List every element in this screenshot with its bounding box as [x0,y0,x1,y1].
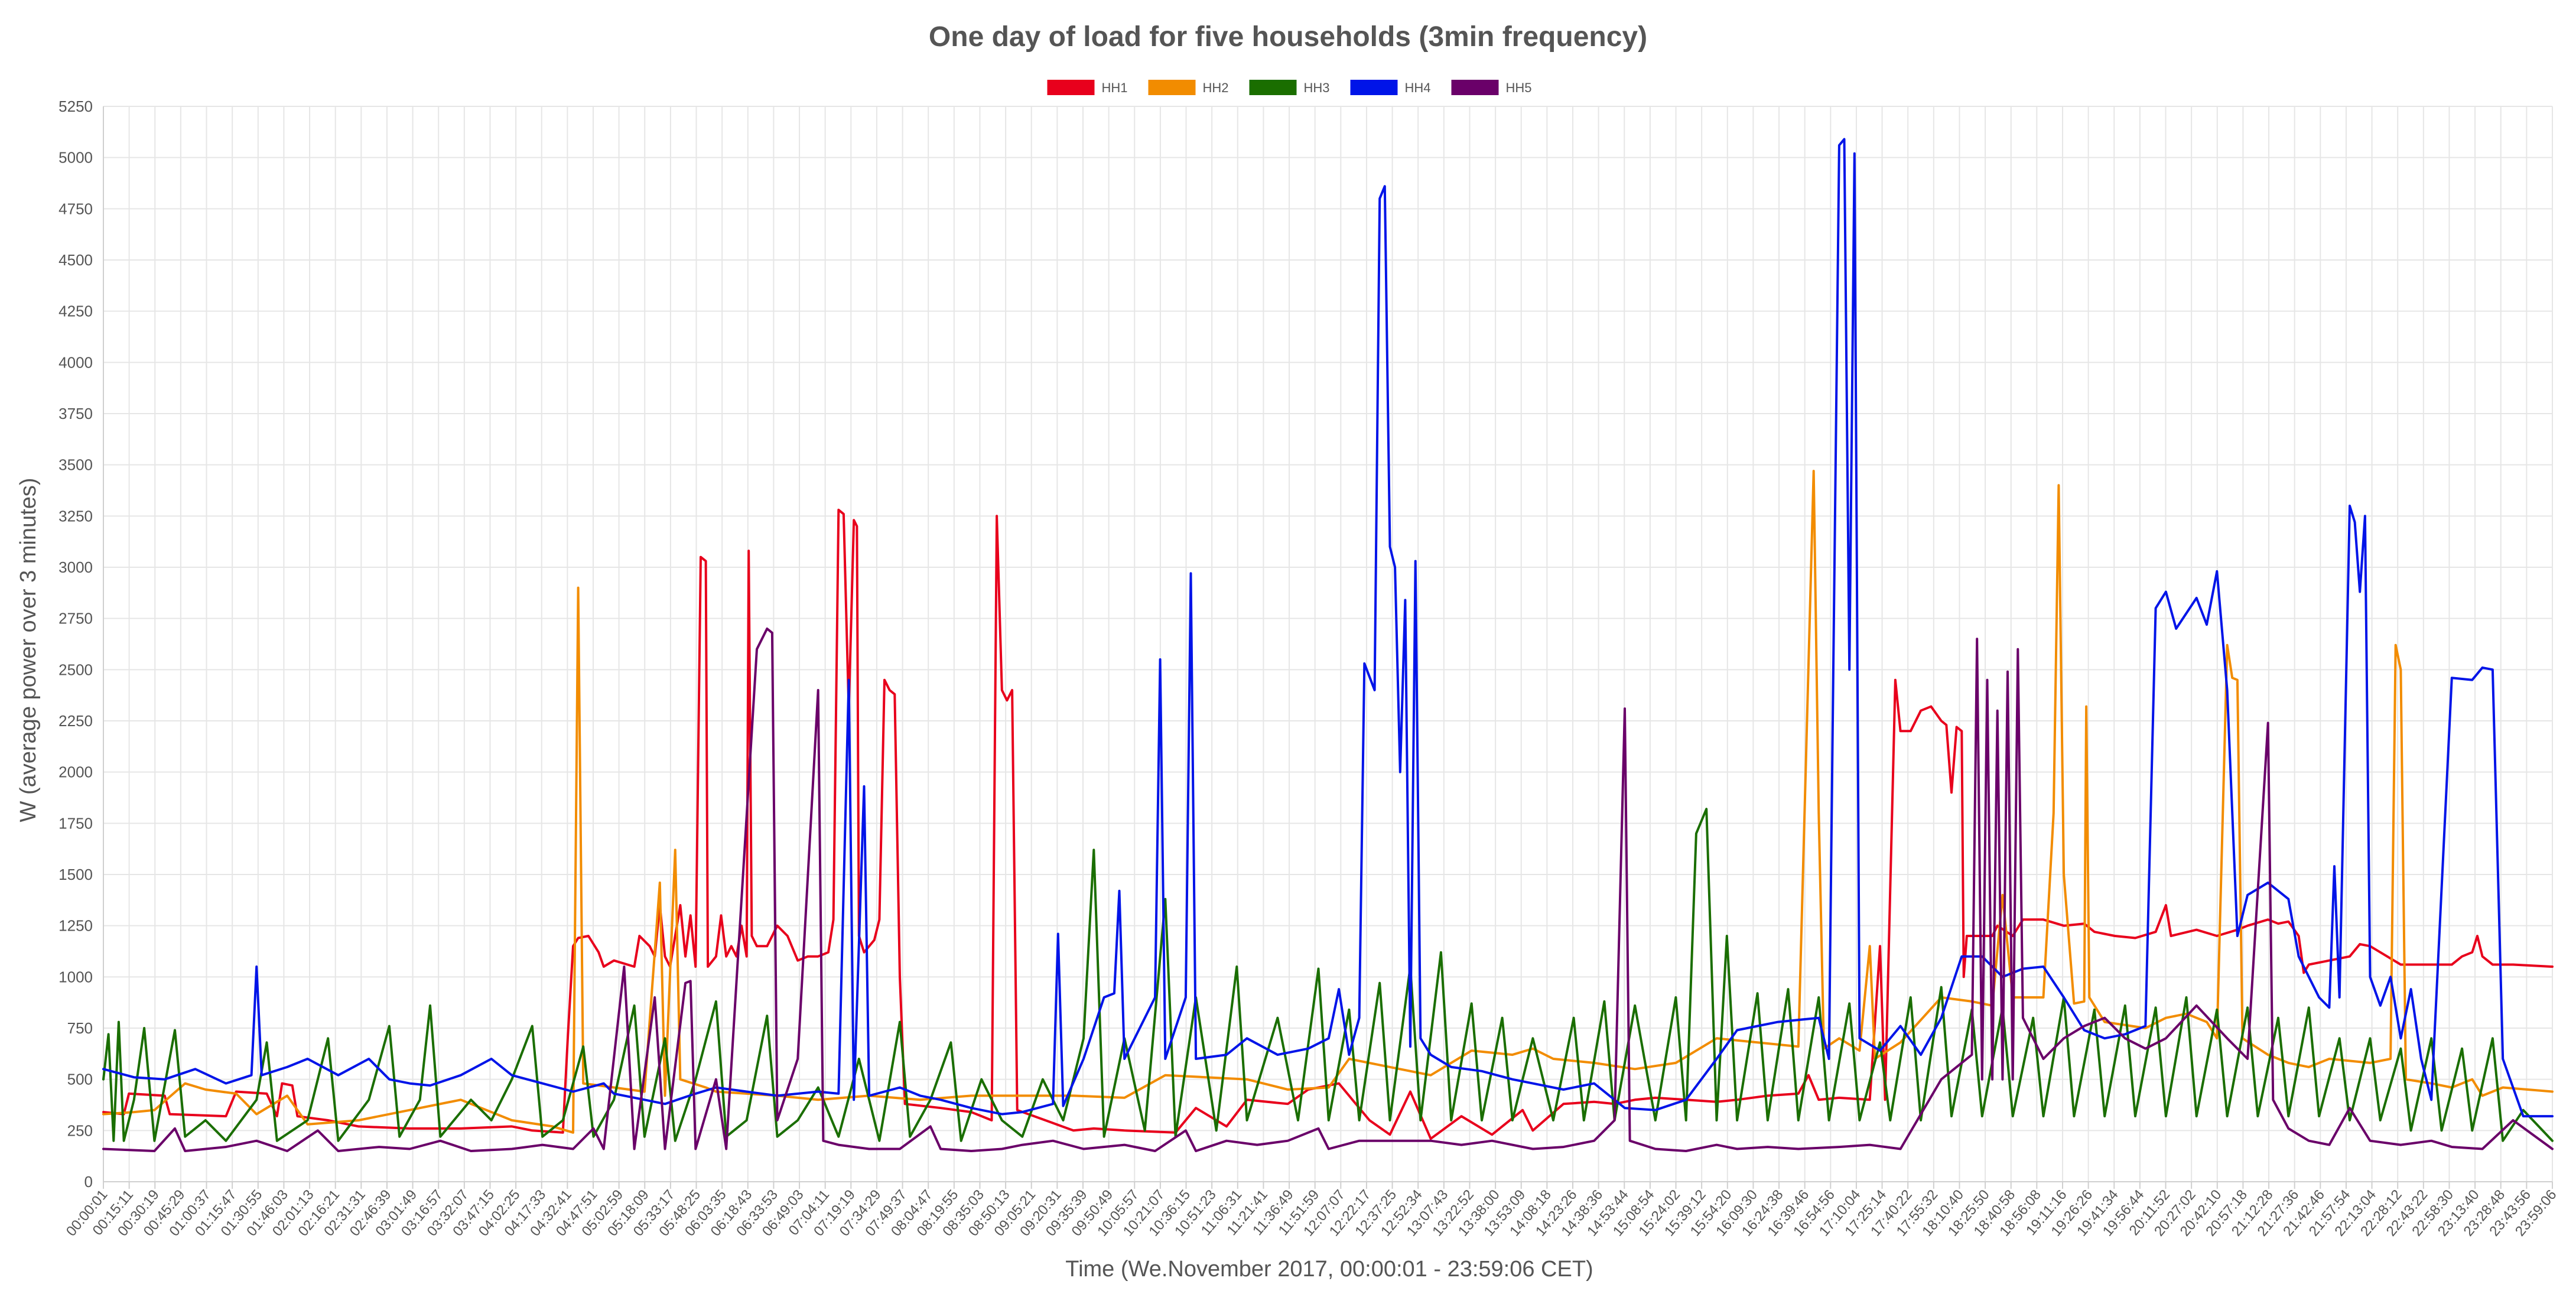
y-tick-label: 750 [67,1019,93,1037]
y-tick-label: 2500 [58,661,93,678]
legend-label: HH1 [1102,80,1128,95]
y-axis-label: W (average power over 3 minutes) [16,478,41,822]
legend-label: HH4 [1405,80,1431,95]
y-tick-label: 3750 [58,405,93,422]
y-tick-label: 1500 [58,866,93,883]
x-axis-label: Time (We.November 2017, 00:00:01 - 23:59… [1065,1257,1593,1282]
series-lines [102,138,2554,1152]
y-tick-label: 4250 [58,303,93,320]
y-tick-label: 500 [67,1071,93,1088]
series-line-hh4 [102,138,2554,1118]
legend: HH1 HH2 HH3 HH4 HH5 [1047,80,1532,95]
y-tick-label: 250 [67,1121,93,1139]
legend-label: HH2 [1203,80,1229,95]
y-tick-label: 2750 [58,610,93,628]
series-line-hh5 [102,628,2554,1152]
y-tick-label: 2250 [58,712,93,730]
y-axis-ticks: 0 250 500 750 1000 1250 1500 1750 2000 2250 2500 27… [58,97,93,1191]
legend-label: HH3 [1304,80,1330,95]
legend-swatch [1350,80,1398,95]
legend-item-hh4[interactable]: HH4 [1350,80,1431,95]
y-tick-label: 1750 [58,814,93,832]
y-tick-label: 4750 [58,200,93,217]
axes [103,106,2553,1189]
y-tick-label: 3500 [58,456,93,474]
y-tick-label: 0 [84,1173,93,1191]
legend-swatch [1249,80,1297,95]
y-tick-label: 3250 [58,507,93,525]
chart-title: One day of load for five households (3mi… [929,21,1647,53]
y-tick-label: 3000 [58,558,93,576]
legend-item-hh2[interactable]: HH2 [1148,80,1229,95]
y-tick-label: 2000 [58,763,93,781]
y-tick-label: 4500 [58,251,93,269]
series-line-hh1 [102,508,2554,1140]
legend-label: HH5 [1506,80,1532,95]
legend-swatch [1148,80,1196,95]
series-line-hh2 [102,470,2554,1134]
legend-item-hh3[interactable]: HH3 [1249,80,1330,95]
x-axis-ticks: 00:00:0100:15:1100:30:1900:45:2901:00:37… [63,1187,2560,1240]
y-tick-label: 5000 [58,149,93,167]
grid-lines [103,106,2553,1182]
y-tick-label: 4000 [58,353,93,371]
y-tick-label: 5250 [58,97,93,115]
legend-item-hh1[interactable]: HH1 [1047,80,1128,95]
series-line-hh3 [102,808,2554,1142]
y-tick-label: 1250 [58,917,93,935]
legend-swatch [1451,80,1499,95]
legend-swatch [1047,80,1095,95]
y-tick-label: 1000 [58,968,93,986]
legend-item-hh5[interactable]: HH5 [1451,80,1532,95]
